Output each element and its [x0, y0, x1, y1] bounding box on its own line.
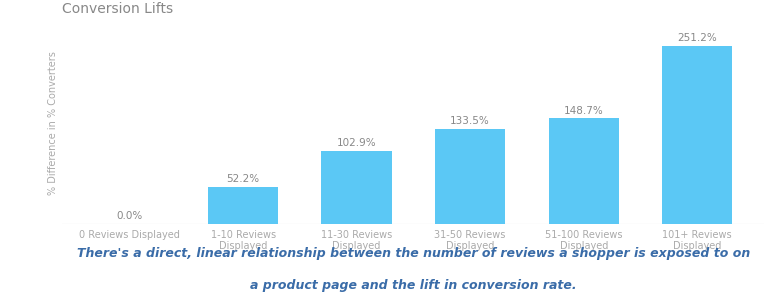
Text: 52.2%: 52.2%	[226, 174, 260, 184]
Text: 148.7%: 148.7%	[564, 106, 604, 116]
Text: 0.0%: 0.0%	[116, 211, 143, 221]
Text: a product page and the lift in conversion rate.: a product page and the lift in conversio…	[250, 278, 576, 292]
Bar	[548, 119, 619, 224]
Bar	[662, 45, 732, 224]
Bar	[435, 129, 505, 224]
Text: 102.9%: 102.9%	[337, 138, 377, 148]
Text: Conversion Lifts: Conversion Lifts	[62, 2, 173, 16]
Bar	[207, 187, 278, 224]
Text: 133.5%: 133.5%	[450, 116, 490, 126]
Text: There's a direct, linear relationship between the number of reviews a shopper is: There's a direct, linear relationship be…	[76, 247, 750, 260]
Text: 251.2%: 251.2%	[677, 33, 717, 43]
Bar	[321, 151, 392, 224]
Y-axis label: % Difference in % Converters: % Difference in % Converters	[48, 51, 58, 195]
